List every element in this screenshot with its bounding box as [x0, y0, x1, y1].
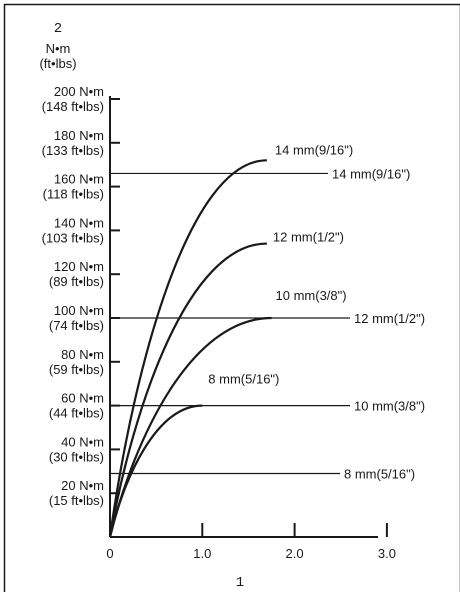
torque-curve-label: 12 mm(1/2")	[273, 230, 344, 245]
x-tick-label: 1.0	[193, 546, 211, 561]
y-tick-label-ft: (59 ft•lbs)	[49, 362, 104, 377]
torque-curve	[110, 160, 267, 537]
y-tick-label-nm: 140 N•m	[54, 215, 104, 230]
reference-line-label: 10 mm(3/8")	[354, 399, 425, 414]
torque-curve	[110, 318, 272, 537]
y-axis-title: 2	[54, 21, 62, 37]
x-tick-label: 3.0	[378, 546, 396, 561]
reference-line-label: 14 mm(9/16")	[332, 166, 410, 181]
x-tick-label: 0	[106, 546, 113, 561]
x-axis-title: 1	[236, 575, 244, 591]
y-tick-label-ft: (133 ft•lbs)	[42, 143, 104, 158]
y-axis-unit-alt: (ft•lbs)	[39, 56, 76, 71]
y-tick-label-ft: (89 ft•lbs)	[49, 274, 104, 289]
torque-curve	[110, 244, 267, 537]
y-tick-label-nm: 60 N•m	[61, 391, 104, 406]
y-tick-label-ft: (44 ft•lbs)	[49, 406, 104, 421]
y-tick-label-nm: 80 N•m	[61, 347, 104, 362]
y-tick-label-ft: (103 ft•lbs)	[42, 230, 104, 245]
y-tick-label-nm: 20 N•m	[61, 478, 104, 493]
y-tick-label-nm: 40 N•m	[61, 434, 104, 449]
y-tick-label-nm: 180 N•m	[54, 128, 104, 143]
y-tick-label-ft: (118 ft•lbs)	[43, 187, 104, 202]
y-tick-label-ft: (74 ft•lbs)	[49, 318, 104, 333]
reference-lines: 14 mm(9/16") 12 mm(1/2") 10 mm(3/8") 8 mm(5…	[110, 166, 425, 481]
y-tick-label-nm: 200 N•m	[54, 84, 104, 99]
reference-line-label: 12 mm(1/2")	[354, 311, 425, 326]
y-ticks: 20 N•m(15 ft•lbs) 40 N•m(30 ft•lbs) 60 N•m…	[42, 84, 120, 508]
torque-curve-label: 8 mm(5/16")	[208, 372, 279, 387]
y-axis-unit: N•m	[46, 41, 71, 56]
torque-curves: 14 mm(9/16") 12 mm(1/2") 10 mm(3/8") 8 mm(5…	[110, 142, 353, 537]
torque-curve-label: 14 mm(9/16")	[275, 142, 353, 157]
y-tick-label-nm: 120 N•m	[54, 259, 104, 274]
y-tick-label-ft: (148 ft•lbs)	[42, 99, 104, 114]
y-tick-label-ft: (15 ft•lbs)	[49, 493, 104, 508]
x-ticks: 0 1.0 2.0 3.0	[106, 523, 396, 561]
y-tick-label-nm: 100 N•m	[54, 303, 104, 318]
y-tick-label-nm: 160 N•m	[54, 172, 104, 187]
x-tick-label: 2.0	[286, 546, 304, 561]
reference-line-label: 8 mm(5/16")	[344, 466, 415, 481]
y-tick-label-ft: (30 ft•lbs)	[49, 449, 104, 464]
torque-curve-label: 10 mm(3/8")	[276, 288, 347, 303]
